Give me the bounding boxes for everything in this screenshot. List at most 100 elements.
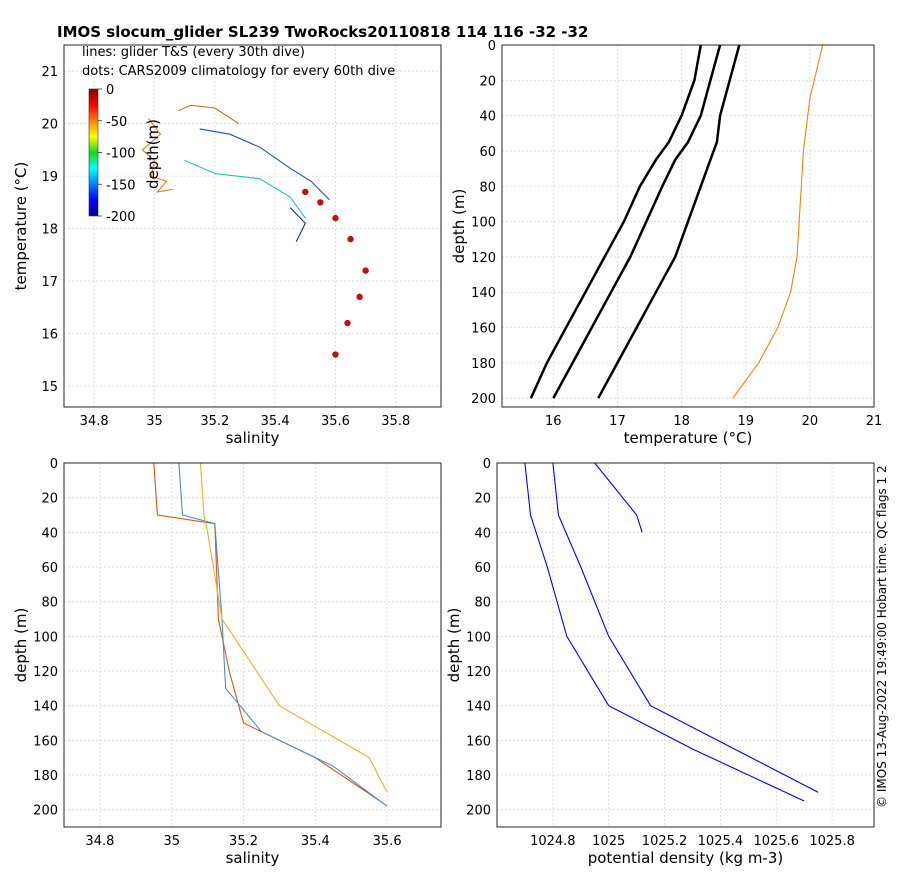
temp-ytick-label: 180 — [471, 357, 496, 372]
colorbar-tick-label: -100 — [106, 147, 136, 162]
glider-mid-cyan-line — [184, 159, 306, 219]
ts-ytick-label: 15 — [41, 380, 58, 395]
colorbar-tick-label: -50 — [106, 115, 127, 130]
density-profile-panel: 1024.8 1025 1025.2 1025.4 1025.6 1025.8 0 20 40 6… — [445, 457, 875, 867]
salinity-profile-panel: 34.8 35 35.2 35.4 35.6 0 20 40 60 80 100 120 140 160 1… — [12, 457, 442, 867]
dens-traces — [524, 462, 819, 802]
sal-xtick-label: 34.8 — [85, 834, 114, 849]
temp-ytick-label: 40 — [479, 110, 496, 125]
sal-grid — [64, 462, 441, 827]
sal-ytick-label: 60 — [41, 561, 58, 576]
glider-main-line — [199, 128, 330, 201]
dens-xtick-label: 1025.6 — [754, 834, 800, 849]
glider-dive-b-line — [178, 462, 388, 807]
glider-density-a-line — [524, 462, 805, 802]
dens-ytick-label: 20 — [474, 492, 491, 507]
dens-xtick-label: 1025 — [592, 834, 625, 849]
climatology-dot — [332, 214, 339, 222]
sal-ytick-label: 0 — [50, 457, 58, 472]
dens-ytick-label: 80 — [474, 596, 491, 611]
climatology-dot — [362, 267, 369, 274]
temp-xtick-label: 17 — [609, 414, 626, 429]
sal-ytick-label: 180 — [33, 769, 58, 784]
temp-xtick-label: 16 — [545, 414, 562, 429]
dens-ylabel: depth (m) — [445, 608, 463, 683]
ts-xtick-label: 35.6 — [321, 414, 350, 429]
cars-profile-cool-line — [529, 44, 703, 399]
sal-ytick-label: 200 — [33, 804, 58, 819]
climatology-dot — [317, 199, 324, 206]
climatology-dot — [302, 188, 309, 196]
sal-axes-frame — [63, 462, 442, 828]
temp-ytick-label: 100 — [471, 216, 496, 231]
climatology-dot — [356, 293, 363, 301]
sal-ytick-label: 100 — [33, 630, 58, 645]
temp-ytick-label: 80 — [479, 180, 496, 195]
dens-ytick-label: 180 — [466, 769, 491, 784]
ts-ytick-label: 21 — [41, 65, 58, 80]
dens-ytick-label: 40 — [474, 526, 491, 541]
sal-ylabel: depth (m) — [12, 608, 30, 683]
ts-grid — [64, 45, 441, 407]
sal-xlabel: salinity — [226, 849, 280, 867]
temp-xtick-label: 19 — [737, 414, 754, 429]
ts-ticks: 34.8 35 35.2 35.4 35.6 35.8 15 16 17 18 19 20 21 — [41, 65, 410, 429]
temp-traces — [529, 44, 824, 399]
ts-xlabel: salinity — [226, 429, 280, 447]
colorbar-tick-label: 0 — [106, 83, 114, 98]
dens-xtick-label: 1024.8 — [530, 834, 576, 849]
colorbar-tick-label: -200 — [106, 210, 136, 225]
ts-axes-frame — [63, 44, 442, 408]
ts-diagram-panel: 34.8 35 35.2 35.4 35.6 35.8 15 16 17 18 19 20 21 sal… — [12, 44, 442, 447]
legend-lines: lines: glider T&S (every 30th dive) — [82, 45, 305, 60]
glider-top-line — [178, 104, 240, 125]
dens-xtick-label: 1025.4 — [698, 834, 744, 849]
dens-xtick-label: 1025.2 — [642, 834, 688, 849]
dens-ytick-label: 60 — [474, 561, 491, 576]
ts-ytick-label: 19 — [41, 170, 58, 185]
sal-ytick-label: 40 — [41, 526, 58, 541]
climatology-dot — [347, 235, 354, 243]
temp-ytick-label: 120 — [471, 251, 496, 266]
temp-ylabel: depth (m) — [450, 189, 468, 264]
ts-xtick-label: 35.2 — [200, 414, 229, 429]
dens-grid — [497, 462, 874, 827]
temp-xtick-label: 21 — [866, 414, 883, 429]
colorbar-label: depth(m) — [144, 119, 162, 189]
ts-xtick-label: 35.8 — [381, 414, 410, 429]
ts-traces — [141, 104, 369, 358]
temp-ytick-label: 140 — [471, 286, 496, 301]
temp-ytick-label: 160 — [471, 322, 496, 337]
ts-xtick-label: 34.8 — [80, 414, 109, 429]
figure-title: IMOS slocum_glider SL239 TwoRocks2011081… — [57, 23, 588, 41]
dens-xlabel: potential density (kg m-3) — [588, 849, 784, 867]
temp-ytick-label: 20 — [479, 74, 496, 89]
sal-ytick-label: 160 — [33, 734, 58, 749]
temp-xlabel: temperature (°C) — [624, 429, 753, 447]
ts-ytick-label: 16 — [41, 328, 58, 343]
temp-ytick-label: 200 — [471, 392, 496, 407]
glider-dive-a-line — [153, 462, 381, 802]
glider-low-blue-line — [289, 207, 306, 242]
dens-ytick-label: 160 — [466, 734, 491, 749]
temperature-profile-panel: 16 17 18 19 20 21020406080100120140160180200 … — [450, 39, 882, 447]
cars-profile-warm-line — [597, 44, 741, 399]
temp-ytick-label: 0 — [488, 39, 496, 54]
colorbar-tick-label: -150 — [106, 178, 136, 193]
sal-traces — [153, 462, 388, 807]
dens-ytick-label: 0 — [483, 457, 491, 472]
dens-axes-frame — [496, 462, 875, 828]
temp-ytick-label: 60 — [479, 145, 496, 160]
imos-credit: © IMOS 13-Aug-2022 19:49:00 Hobart time.… — [875, 465, 889, 808]
cars-profile-mid-line — [552, 44, 722, 399]
dens-ticks: 1024.8 1025 1025.2 1025.4 1025.6 1025.8 0 20 40 6… — [466, 457, 855, 849]
dens-ytick-label: 100 — [466, 630, 491, 645]
sal-xtick-label: 35.6 — [373, 834, 402, 849]
temp-ticks: 16 17 18 19 20 21 0 20 40 60 80 100 120 140 160 180 200 — [471, 39, 882, 429]
sal-ticks: 34.8 35 35.2 35.4 35.6 0 20 40 60 80 100 120 140 160 1… — [33, 457, 401, 849]
depth-colorbar — [88, 88, 99, 217]
sal-xtick-label: 35.4 — [301, 834, 330, 849]
ts-ylabel: temperature (°C) — [12, 162, 30, 291]
glider-shallow-orange-line — [141, 118, 173, 193]
